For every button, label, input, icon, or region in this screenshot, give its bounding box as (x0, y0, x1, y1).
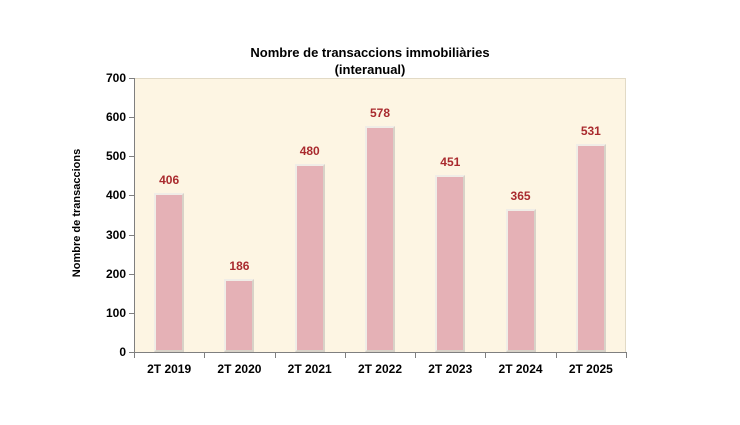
bar (224, 279, 255, 352)
bar-value-label: 365 (510, 189, 531, 204)
x-tick-mark (204, 353, 205, 358)
y-tick-mark (129, 78, 134, 79)
y-axis-line (134, 78, 135, 353)
y-tick-mark (129, 234, 134, 236)
x-tick-mark (485, 353, 486, 358)
bar-value-label: 480 (299, 144, 320, 159)
x-tick-label: 2T 2020 (217, 362, 262, 376)
chart-title: Nombre de transaccions immobiliàries (250, 45, 490, 60)
bar-value-label: 186 (229, 259, 250, 274)
y-tick-mark (129, 352, 134, 353)
x-tick-label: 2T 2022 (357, 362, 402, 376)
x-tick-label: 2T 2025 (568, 362, 613, 376)
y-tick-mark (129, 156, 134, 158)
x-tick-mark (415, 353, 416, 358)
x-tick-mark (275, 353, 276, 358)
y-tick-mark (129, 117, 134, 119)
y-axis-title: Nombre de transaccions (71, 148, 83, 278)
x-tick-mark (626, 353, 627, 358)
bar (505, 209, 536, 352)
bar-value-label: 578 (369, 105, 390, 120)
bar-value-label: 531 (580, 124, 601, 139)
y-tick-mark (129, 273, 134, 275)
y-tick-mark (129, 195, 134, 197)
bar (154, 193, 185, 352)
y-tick-label: 500 (105, 149, 126, 164)
x-tick-label: 2T 2019 (147, 362, 192, 376)
x-tick-label: 2T 2021 (287, 362, 332, 376)
y-tick-mark (129, 312, 134, 314)
bar-value-label: 451 (440, 155, 461, 170)
y-tick-label: 400 (105, 188, 126, 203)
y-tick-label: 100 (105, 305, 126, 320)
bar (575, 144, 606, 352)
bar (365, 125, 395, 352)
y-tick-label: 0 (119, 345, 126, 359)
x-axis-line (134, 352, 627, 353)
x-tick-mark (556, 353, 557, 358)
y-tick-label: 300 (105, 227, 126, 242)
bar (435, 175, 466, 352)
bar (294, 164, 325, 352)
x-tick-mark (134, 353, 135, 358)
bar-value-label: 406 (159, 173, 180, 188)
y-tick-label: 600 (105, 110, 126, 125)
y-tick-label: 200 (105, 266, 126, 281)
x-tick-label: 2T 2024 (498, 362, 543, 376)
x-tick-label: 2T 2023 (428, 362, 473, 376)
x-tick-mark (345, 353, 346, 358)
y-tick-label: 700 (105, 71, 126, 85)
chart-subtitle: (interanual) (334, 62, 406, 77)
